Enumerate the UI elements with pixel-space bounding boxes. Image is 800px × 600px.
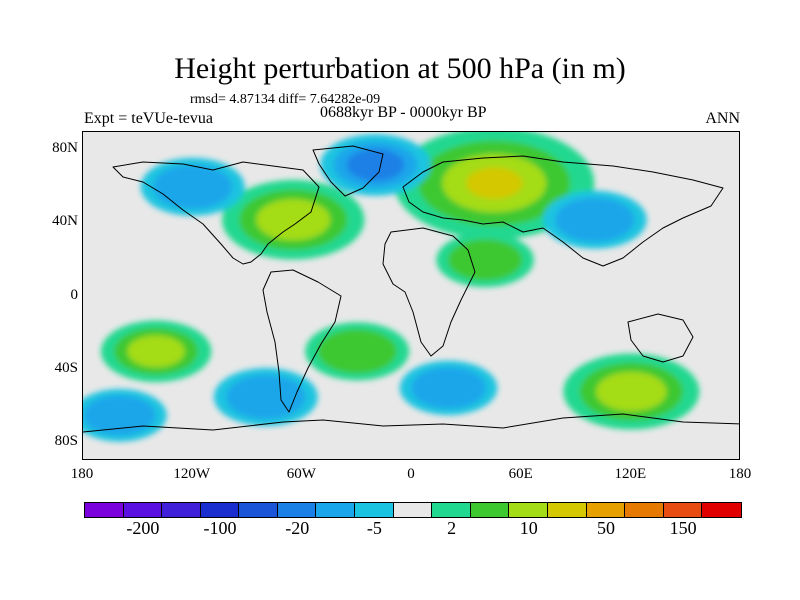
colorbar-label: -100 bbox=[203, 518, 237, 538]
anomaly-contour-11-1 bbox=[83, 395, 156, 436]
map-frame bbox=[82, 131, 740, 460]
plot-title: Height perturbation at 500 hPa (in m) bbox=[174, 52, 626, 85]
lon-label: 180 bbox=[728, 466, 752, 482]
anomaly-contour-7-2 bbox=[346, 148, 405, 181]
anomaly-contour-8-1 bbox=[555, 197, 635, 242]
colorbar-cell bbox=[470, 503, 510, 517]
anomaly-contour-6-1 bbox=[153, 164, 233, 209]
colorbar bbox=[84, 502, 742, 518]
colorbar-cell bbox=[123, 503, 163, 517]
lat-label: 40N bbox=[52, 213, 78, 230]
north-america-coast bbox=[112, 161, 320, 265]
anomaly-contour-2-2 bbox=[595, 371, 667, 412]
anomaly-contour-5-1 bbox=[448, 239, 523, 281]
colorbar-cell bbox=[200, 503, 240, 517]
colorbar-cell bbox=[586, 503, 626, 517]
lon-label: 60W bbox=[286, 466, 316, 482]
coastlines bbox=[83, 145, 739, 433]
antarctica-coast bbox=[83, 413, 739, 433]
anomaly-contour-10-1 bbox=[411, 367, 486, 409]
lat-label: 80S bbox=[54, 432, 78, 449]
lon-label: 120E bbox=[614, 466, 647, 482]
colorbar-label: 150 bbox=[669, 518, 697, 538]
colorbar-label: -20 bbox=[285, 518, 310, 538]
lat-label: 0 bbox=[70, 286, 79, 303]
eurasia-coast bbox=[402, 155, 724, 267]
colorbar-label: 10 bbox=[519, 518, 538, 538]
anomaly-contour-9-1 bbox=[226, 374, 306, 420]
colorbar-cell bbox=[547, 503, 587, 517]
colorbar-label: 50 bbox=[596, 518, 615, 538]
colorbar-cell bbox=[316, 503, 356, 517]
africa-coast bbox=[382, 227, 476, 357]
colorbar-label: -200 bbox=[126, 518, 160, 538]
greenland-coast bbox=[312, 145, 384, 197]
colorbar-label: -5 bbox=[366, 518, 382, 538]
colorbar-cell bbox=[625, 503, 664, 517]
colorbar-cell bbox=[355, 503, 394, 517]
lat-label: 80N bbox=[52, 140, 78, 157]
colorbar-cell bbox=[162, 503, 201, 517]
colorbar-cell bbox=[277, 503, 317, 517]
lat-label: 40S bbox=[54, 359, 78, 376]
season-label: ANN bbox=[705, 110, 740, 127]
lon-label: 0 bbox=[407, 466, 415, 482]
lon-label: 180 bbox=[70, 466, 94, 482]
colorbar-cell bbox=[663, 503, 703, 517]
anomaly-contour-4-1 bbox=[317, 329, 397, 374]
australia-coast bbox=[627, 313, 694, 363]
colorbar-cell bbox=[509, 503, 548, 517]
lon-label: 120W bbox=[173, 466, 210, 482]
colorbar-label: 2 bbox=[447, 518, 457, 538]
colorbar-cell bbox=[393, 503, 433, 517]
colorbar-cell bbox=[85, 503, 124, 517]
anomaly-contour-3-2 bbox=[127, 335, 185, 368]
anomaly-contour-1-2 bbox=[256, 199, 331, 241]
colorbar-cell bbox=[239, 503, 278, 517]
lon-label: 60E bbox=[508, 466, 533, 482]
colorbar-cell bbox=[702, 503, 741, 517]
colorbar-cell bbox=[432, 503, 471, 517]
experiment-label: Expt = teVUe-tevua bbox=[84, 110, 213, 127]
rmsd-stats: rmsd= 4.87134 diff= 7.64282e-09 bbox=[190, 92, 381, 107]
anomaly-map bbox=[83, 132, 739, 459]
period-label: 0688kyr BP - 0000kyr BP bbox=[320, 104, 487, 121]
south-america-coast bbox=[262, 269, 342, 413]
anomaly-contour-0-3 bbox=[466, 167, 523, 199]
